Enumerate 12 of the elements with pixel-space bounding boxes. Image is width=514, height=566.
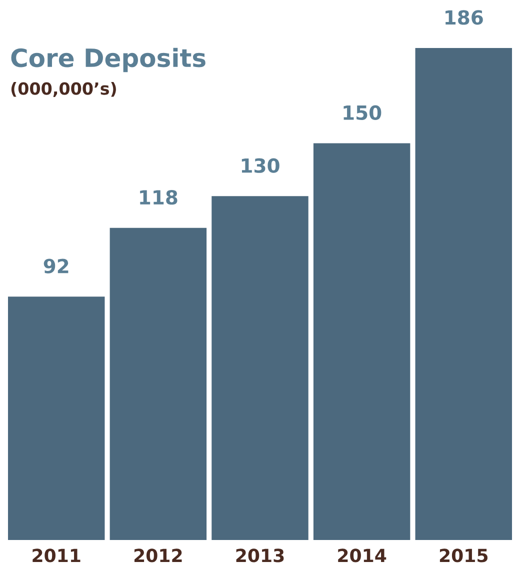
text: (000,000’s) xyxy=(11,82,116,97)
data-label: 150 xyxy=(344,105,382,120)
data-label: 186 xyxy=(446,10,483,25)
x-tick-label: 2011 xyxy=(32,548,80,562)
x-tick-label: 2012 xyxy=(134,548,182,562)
x-tick-label: 2013 xyxy=(236,548,284,562)
data-label: 118 xyxy=(140,190,178,205)
x-tick-label: 2015 xyxy=(440,548,488,562)
data-label: 130 xyxy=(242,158,280,173)
x-tick-label: 2014 xyxy=(338,548,386,562)
chart-title: Core Deposits xyxy=(11,48,206,72)
data-label: 92 xyxy=(44,258,68,274)
